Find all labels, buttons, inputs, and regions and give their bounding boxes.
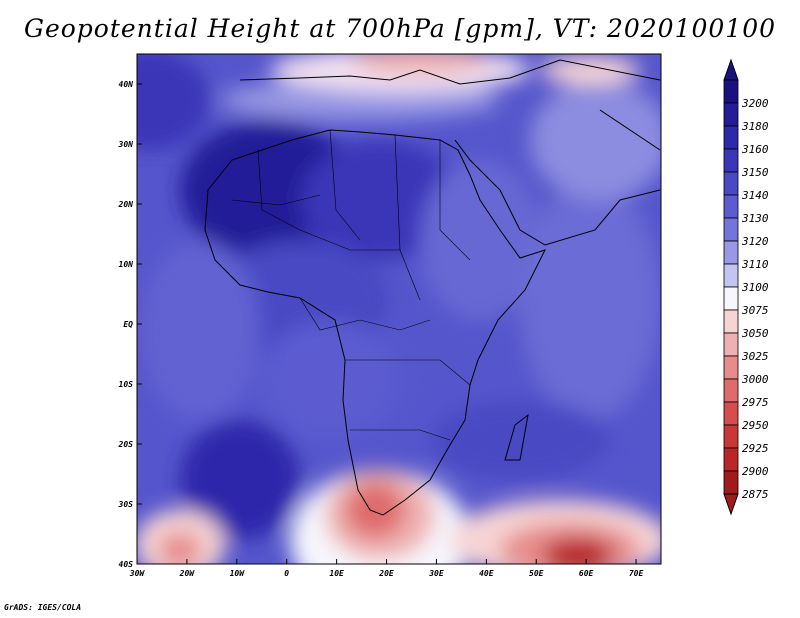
colorbar-label: 2925 (742, 442, 769, 455)
x-tick-label: 0 (284, 569, 289, 578)
x-tick-label: 10W (230, 569, 246, 578)
colorbar-label: 3130 (741, 212, 769, 225)
colorbar-swatch (723, 424, 739, 449)
colorbar-swatch (723, 401, 739, 426)
country-borders (231, 129, 471, 441)
x-tick-label: 20E (378, 569, 394, 578)
y-tick-label: 30N (118, 140, 134, 149)
colorbar-label: 3050 (741, 327, 769, 340)
colorbar-label: 3200 (741, 97, 769, 110)
colorbar-label: 3150 (741, 166, 769, 179)
x-tick-label: 20W (179, 569, 196, 578)
x-axis: 30W 20W 10W 0 10E 20E 30E 40E 50E 60E 70E (129, 559, 644, 578)
colorbar: 3200 3180 3160 3150 3140 3130 3120 3110 3100 3075… (723, 58, 769, 516)
colorbar-label: 2975 (742, 396, 769, 409)
grads-credit: GrADS: IGES/COLA (4, 603, 82, 612)
colorbar-swatch (723, 125, 739, 150)
colorbar-label: 3100 (741, 281, 769, 294)
colorbar-swatch (723, 102, 739, 127)
colorbar-swatch (723, 217, 739, 242)
colorbar-swatch (723, 470, 739, 495)
colorbar-label: 3160 (741, 143, 769, 156)
y-tick-label: EQ (123, 320, 133, 329)
x-tick-label: 70E (629, 569, 644, 578)
colorbar-label: 3180 (741, 120, 769, 133)
colorbar-swatch (723, 447, 739, 472)
x-tick-label: 30E (428, 569, 444, 578)
colorbar-label: 3025 (741, 350, 769, 363)
colorbar-label: 3110 (741, 258, 769, 271)
colorbar-top-arrow (723, 58, 739, 81)
colorbar-label: 3140 (741, 189, 769, 202)
x-tick-label: 60E (579, 569, 594, 578)
colorbar-label: 3075 (741, 304, 769, 317)
plot-frame (136, 53, 662, 565)
colorbar-swatch (723, 171, 739, 196)
y-tick-label: 20S (118, 440, 134, 449)
colorbar-swatch (723, 309, 739, 334)
colorbar-label: 2900 (742, 465, 769, 478)
x-tick-label: 40E (479, 569, 494, 578)
colorbar-bottom-arrow (723, 493, 739, 516)
colorbar-swatch (723, 79, 739, 104)
colorbar-swatch (723, 148, 739, 173)
y-tick-label: 30S (118, 500, 134, 509)
y-tick-label: 20N (118, 200, 134, 209)
x-tick-label: 50E (529, 569, 544, 578)
y-tick-label: 10S (119, 380, 134, 389)
colorbar-label: 2875 (742, 488, 769, 501)
colorbar-swatch (723, 355, 739, 380)
x-tick-label: 10E (329, 569, 344, 578)
colorbar-label: 3120 (741, 235, 769, 248)
y-axis: 40N 30N 20N 10N EQ 10S 20S 30S 40S (118, 80, 142, 569)
colorbar-swatch (723, 286, 739, 311)
colorbar-swatch (723, 194, 739, 219)
colorbar-swatch (723, 378, 739, 403)
y-tick-label: 40N (119, 80, 134, 89)
colorbar-label: 3000 (741, 373, 769, 386)
map-title: Geopotential Height at 700hPa [gpm], VT:… (23, 14, 777, 43)
height-field (137, 54, 661, 564)
colorbar-label: 2950 (742, 419, 769, 432)
y-tick-label: 10N (119, 260, 134, 269)
colorbar-swatch (723, 332, 739, 357)
y-tick-label: 40S (119, 560, 134, 569)
colorbar-swatch (723, 240, 739, 265)
x-tick-label: 30W (129, 569, 146, 578)
colorbar-swatch (723, 263, 739, 288)
